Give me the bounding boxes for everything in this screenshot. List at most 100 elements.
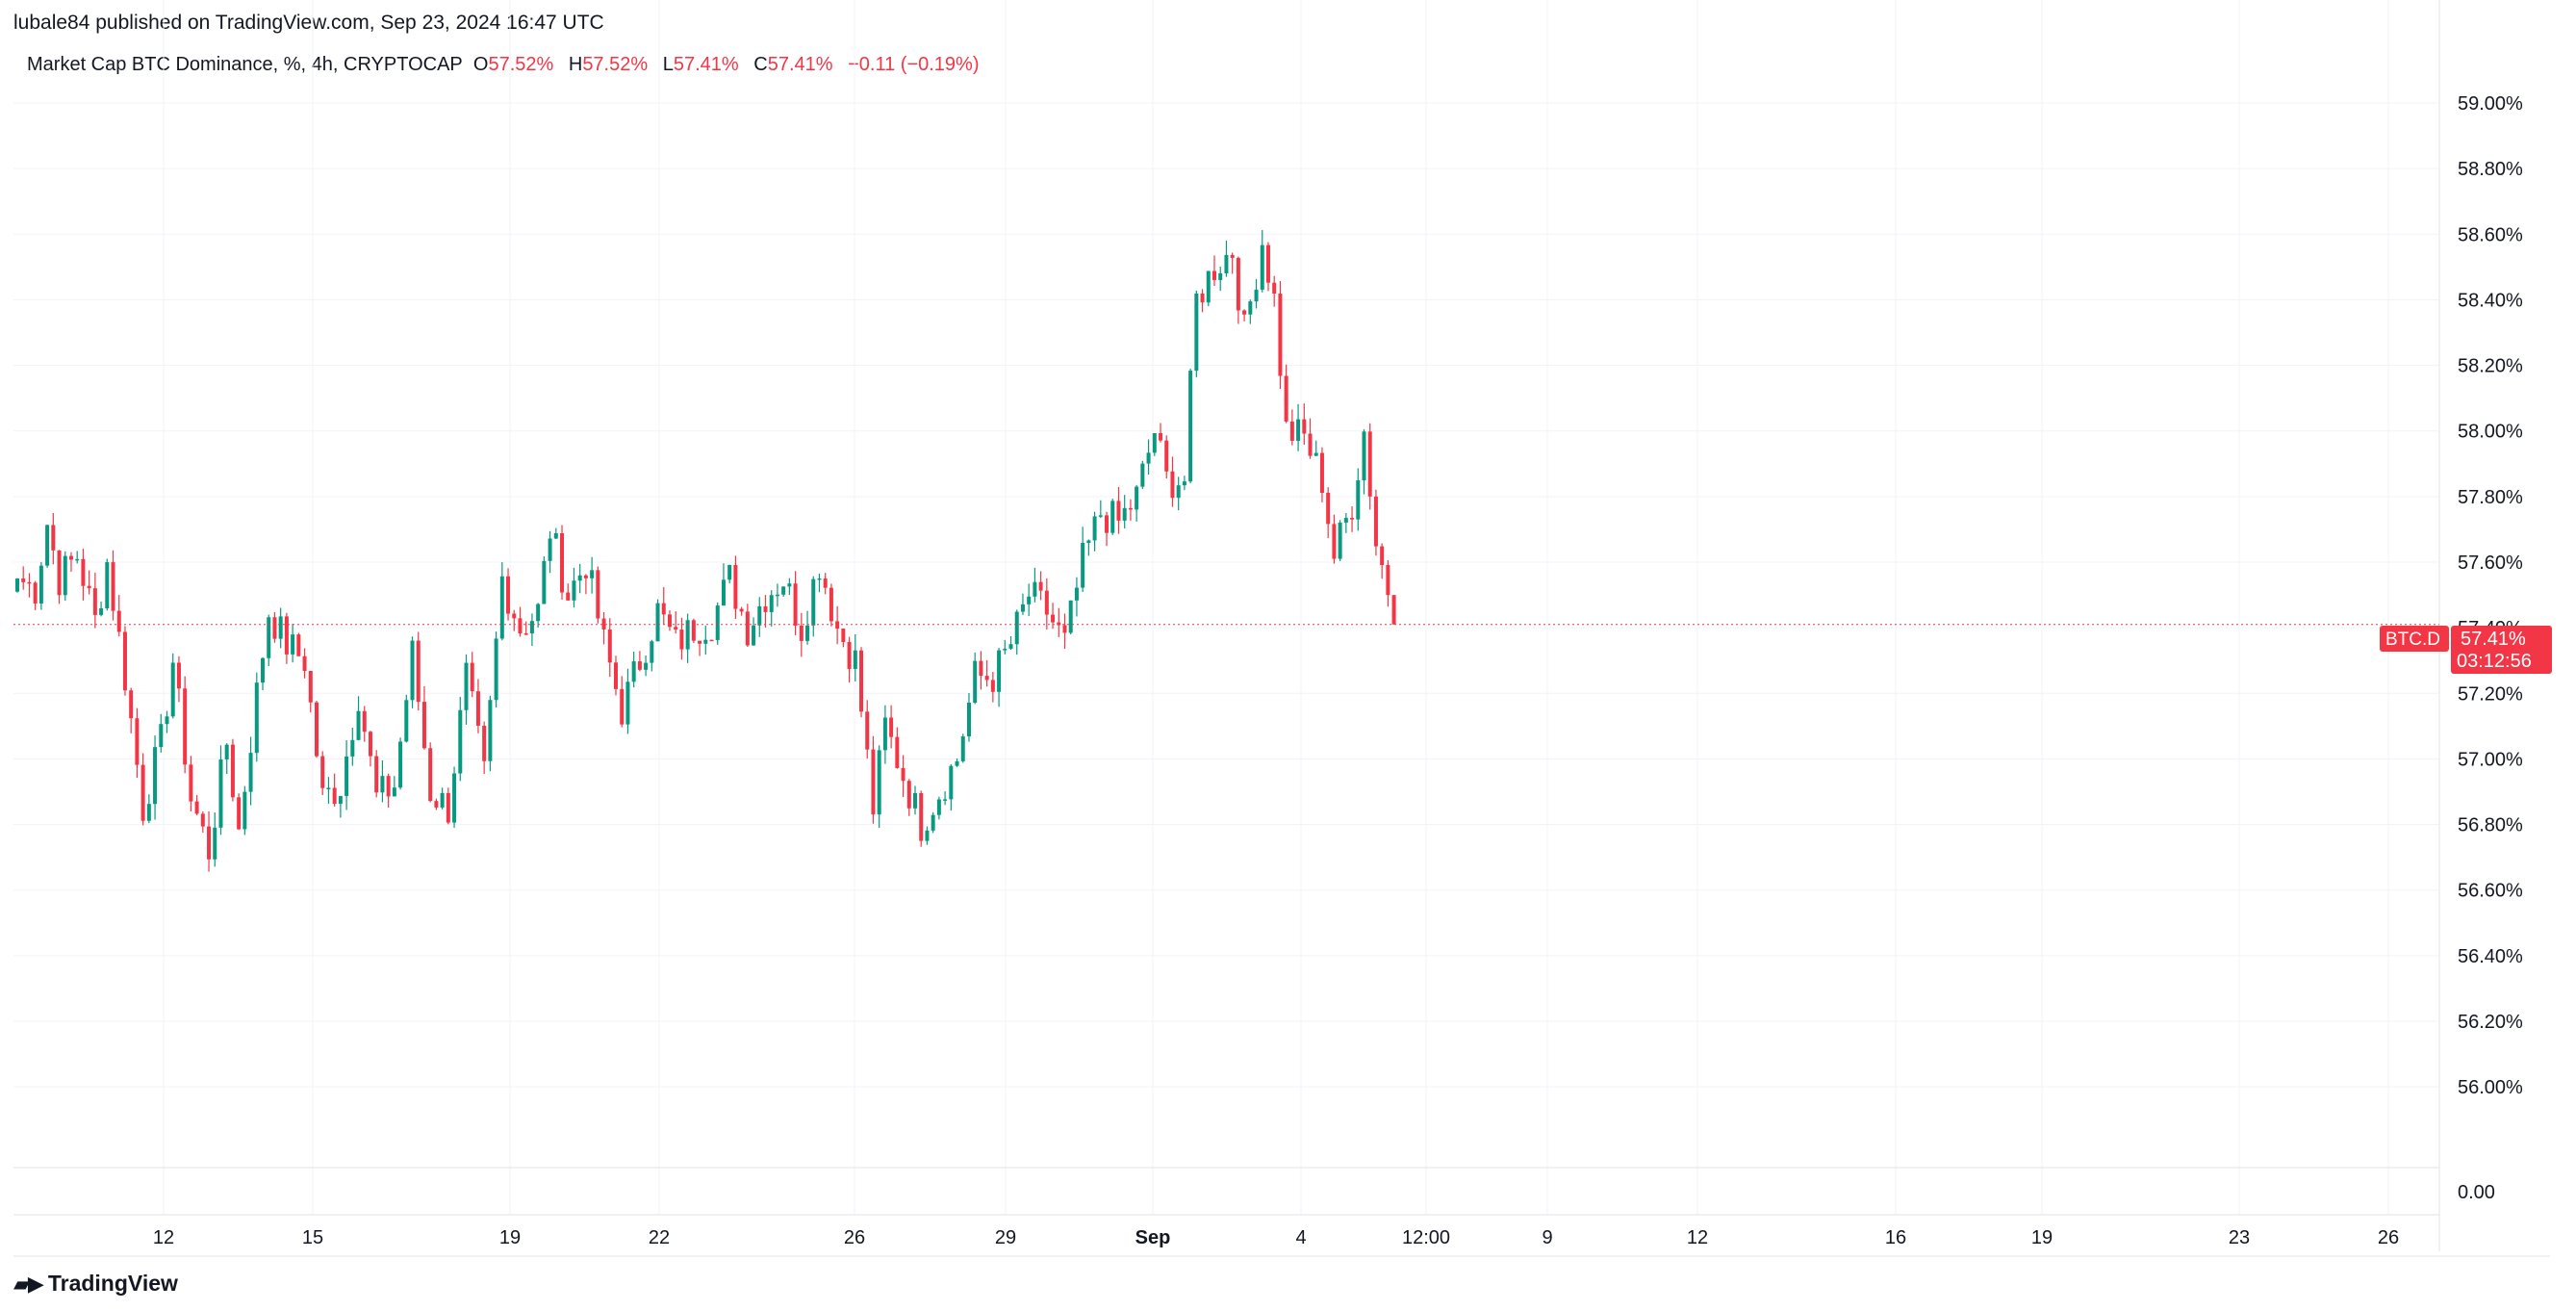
candle-body (1057, 622, 1061, 626)
candle-body (153, 747, 158, 805)
candle-body (931, 814, 935, 831)
candle-body (1296, 419, 1301, 441)
grid-lines (13, 0, 2439, 1215)
x-tick-label: 26 (2378, 1227, 2399, 1248)
x-tick-label: 15 (302, 1227, 323, 1248)
candle-body (560, 532, 565, 593)
candle-body (291, 634, 295, 655)
candle-body (882, 717, 887, 751)
candle-body (1314, 452, 1318, 456)
candle-body (984, 676, 989, 681)
candle-body (63, 555, 67, 596)
y-tick-label: 58.20% (2458, 356, 2523, 377)
candle-body (1164, 440, 1169, 472)
y-tick-label: 59.00% (2458, 93, 2523, 115)
candle-body (368, 732, 372, 757)
candle-body (428, 748, 433, 802)
candle-body (440, 792, 445, 808)
candle-body (745, 611, 750, 646)
candle-body (781, 586, 786, 595)
tradingview-brand[interactable]: ▰▶ TradingView (13, 1271, 178, 1297)
candle-body (21, 578, 26, 582)
candle-body (572, 580, 576, 601)
candle-body (254, 682, 259, 754)
candle-body (566, 592, 571, 601)
x-tick-label: 9 (1542, 1227, 1552, 1248)
candle-body (183, 688, 188, 765)
y-tick-label: 58.00% (2458, 422, 2523, 443)
candle-body (1391, 595, 1396, 625)
symbol-tag-bg (2380, 626, 2449, 652)
candle-body (1098, 515, 1103, 517)
candle-body (979, 660, 983, 677)
candle-body (650, 641, 654, 663)
candle-body (949, 765, 954, 800)
candle-body (165, 716, 169, 725)
candle-body (362, 710, 367, 733)
candle-body (1284, 375, 1288, 422)
candle-body (224, 744, 229, 760)
candle-body (829, 587, 833, 622)
y-tick-label: 56.20% (2458, 1012, 2523, 1033)
candle-body (410, 640, 415, 701)
candle-body (242, 791, 247, 830)
price-axis[interactable]: 59.00% 58.80% 58.60% 58.40% 58.20% 58.00% 57.8… (2458, 93, 2523, 1098)
y-tick-label: 56.60% (2458, 881, 2523, 902)
x-tick-label: 12 (153, 1227, 174, 1248)
candle-body (925, 830, 930, 841)
candle-body (698, 640, 702, 644)
candle-body (919, 792, 924, 841)
candle-body (757, 605, 762, 626)
candle-body (1038, 581, 1043, 591)
y-tick-label: 56.40% (2458, 946, 2523, 967)
candle-body (644, 662, 649, 670)
candle-body (1140, 463, 1145, 487)
volume-axis-zero: 0.00 (2458, 1182, 2495, 1203)
candle-body (769, 595, 774, 612)
candle-body (1003, 648, 1007, 651)
candle-body (146, 804, 151, 821)
candle-body (261, 657, 266, 683)
candle-body (230, 744, 235, 798)
candle-body (1008, 644, 1013, 649)
y-tick-label: 57.80% (2458, 487, 2523, 508)
candle-body (679, 630, 684, 650)
candle-body (207, 826, 212, 860)
candle-body (434, 801, 439, 808)
candle-body (601, 618, 606, 630)
candle-body (75, 558, 80, 561)
candle-body (721, 579, 726, 606)
candle-body (691, 620, 696, 641)
candle-body (1033, 581, 1037, 597)
y-tick-label: 58.60% (2458, 224, 2523, 245)
candle-body (332, 787, 337, 805)
candle-body (272, 617, 277, 639)
candle-body (823, 578, 828, 588)
candle-body (189, 764, 193, 802)
candle-body (1086, 540, 1091, 543)
candle-body (326, 787, 331, 790)
legend-high-label: H (568, 54, 583, 75)
candle-body (811, 578, 816, 626)
candle-body (1014, 611, 1019, 645)
candle-body (194, 801, 199, 814)
candle-body (1308, 433, 1313, 456)
candle-body (1265, 244, 1270, 283)
y-tick-label: 56.80% (2458, 815, 2523, 836)
price-tag-bg (2451, 626, 2552, 674)
time-axis[interactable]: 12 15 19 22 26 29 Sep 4 12:00 9 12 16 19 23 26 (153, 1227, 2399, 1248)
x-tick-label: 12:00 (1402, 1227, 1450, 1248)
candle-body (1182, 481, 1186, 486)
candle-body (542, 560, 547, 604)
candle-body (901, 767, 905, 782)
brand-name: TradingView (47, 1271, 178, 1296)
candle-body (661, 603, 666, 615)
candle-body (1206, 270, 1211, 303)
candle-body (955, 760, 959, 766)
y-tick-label: 57.00% (2458, 749, 2523, 770)
candle-body (1367, 431, 1372, 497)
candle-body (38, 565, 43, 604)
candle-body (27, 581, 32, 584)
publisher-line: lubale84 published on TradingView.com, S… (13, 12, 604, 34)
